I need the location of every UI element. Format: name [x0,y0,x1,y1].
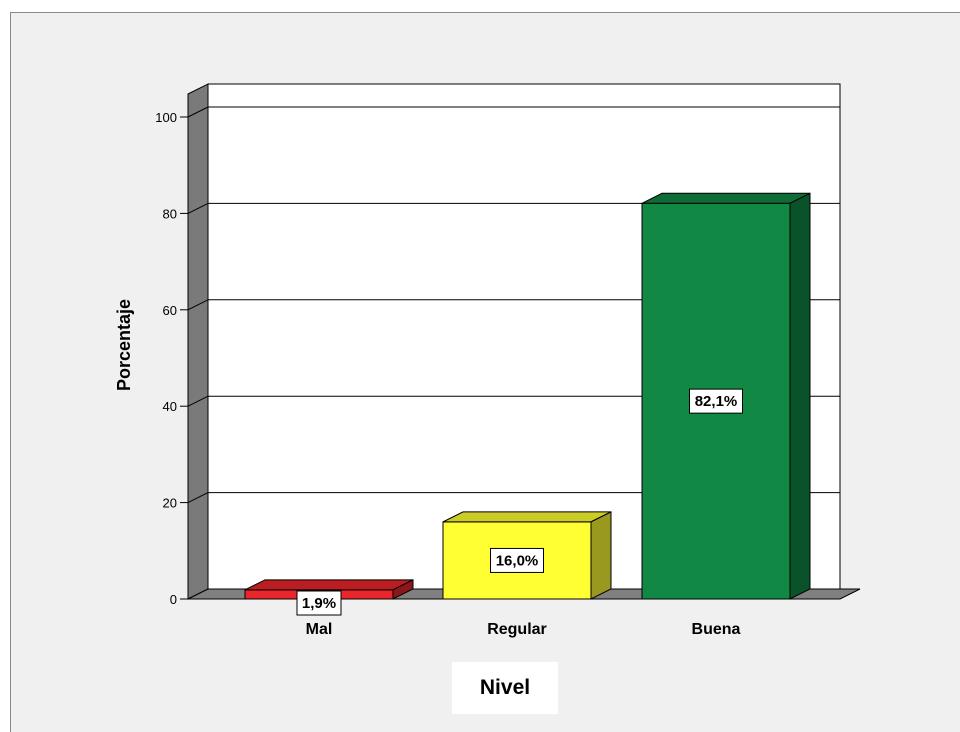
data-label-text: 1,9% [302,595,336,612]
bar-side [789,192,811,600]
y-tick-label: 80 [163,206,177,221]
y-tick-label: 40 [163,399,177,414]
bar-top [244,579,414,591]
data-label-text: 82,1% [695,393,738,410]
side-wall [187,83,209,600]
gridline-side [187,395,209,407]
data-label: 1,9% [296,590,342,616]
gridline-side [187,492,209,504]
y-tick-label: 20 [163,496,177,511]
gridline-side [187,106,209,118]
gridline-side [187,299,209,311]
bars: Mal 1,9% Regular 16,0% Buena 82,1% [244,192,811,638]
y-axis-title: Porcentaje [114,299,134,391]
data-label-box [296,590,342,616]
y-axis: 0 20 40 60 80 100 [155,94,189,607]
data-label: 16,0% [490,547,544,573]
gridline-side [187,202,209,214]
data-label-text: 16,0% [496,552,539,569]
x-tick-label: Buena [692,621,741,638]
data-label-box [689,388,743,414]
x-tick-label: Mal [306,621,333,638]
data-label-box [490,547,544,573]
bar-top [442,511,612,523]
x-tick-label: Regular [487,621,547,638]
bar-side [590,511,612,600]
y-tick-label: 0 [170,592,177,607]
y-tick-label: 100 [155,110,177,125]
x-axis-title: Nivel [452,662,558,714]
bar-side [392,579,414,600]
bar-top [641,192,811,204]
y-tick-label: 60 [163,303,177,318]
data-label: 82,1% [689,388,743,414]
